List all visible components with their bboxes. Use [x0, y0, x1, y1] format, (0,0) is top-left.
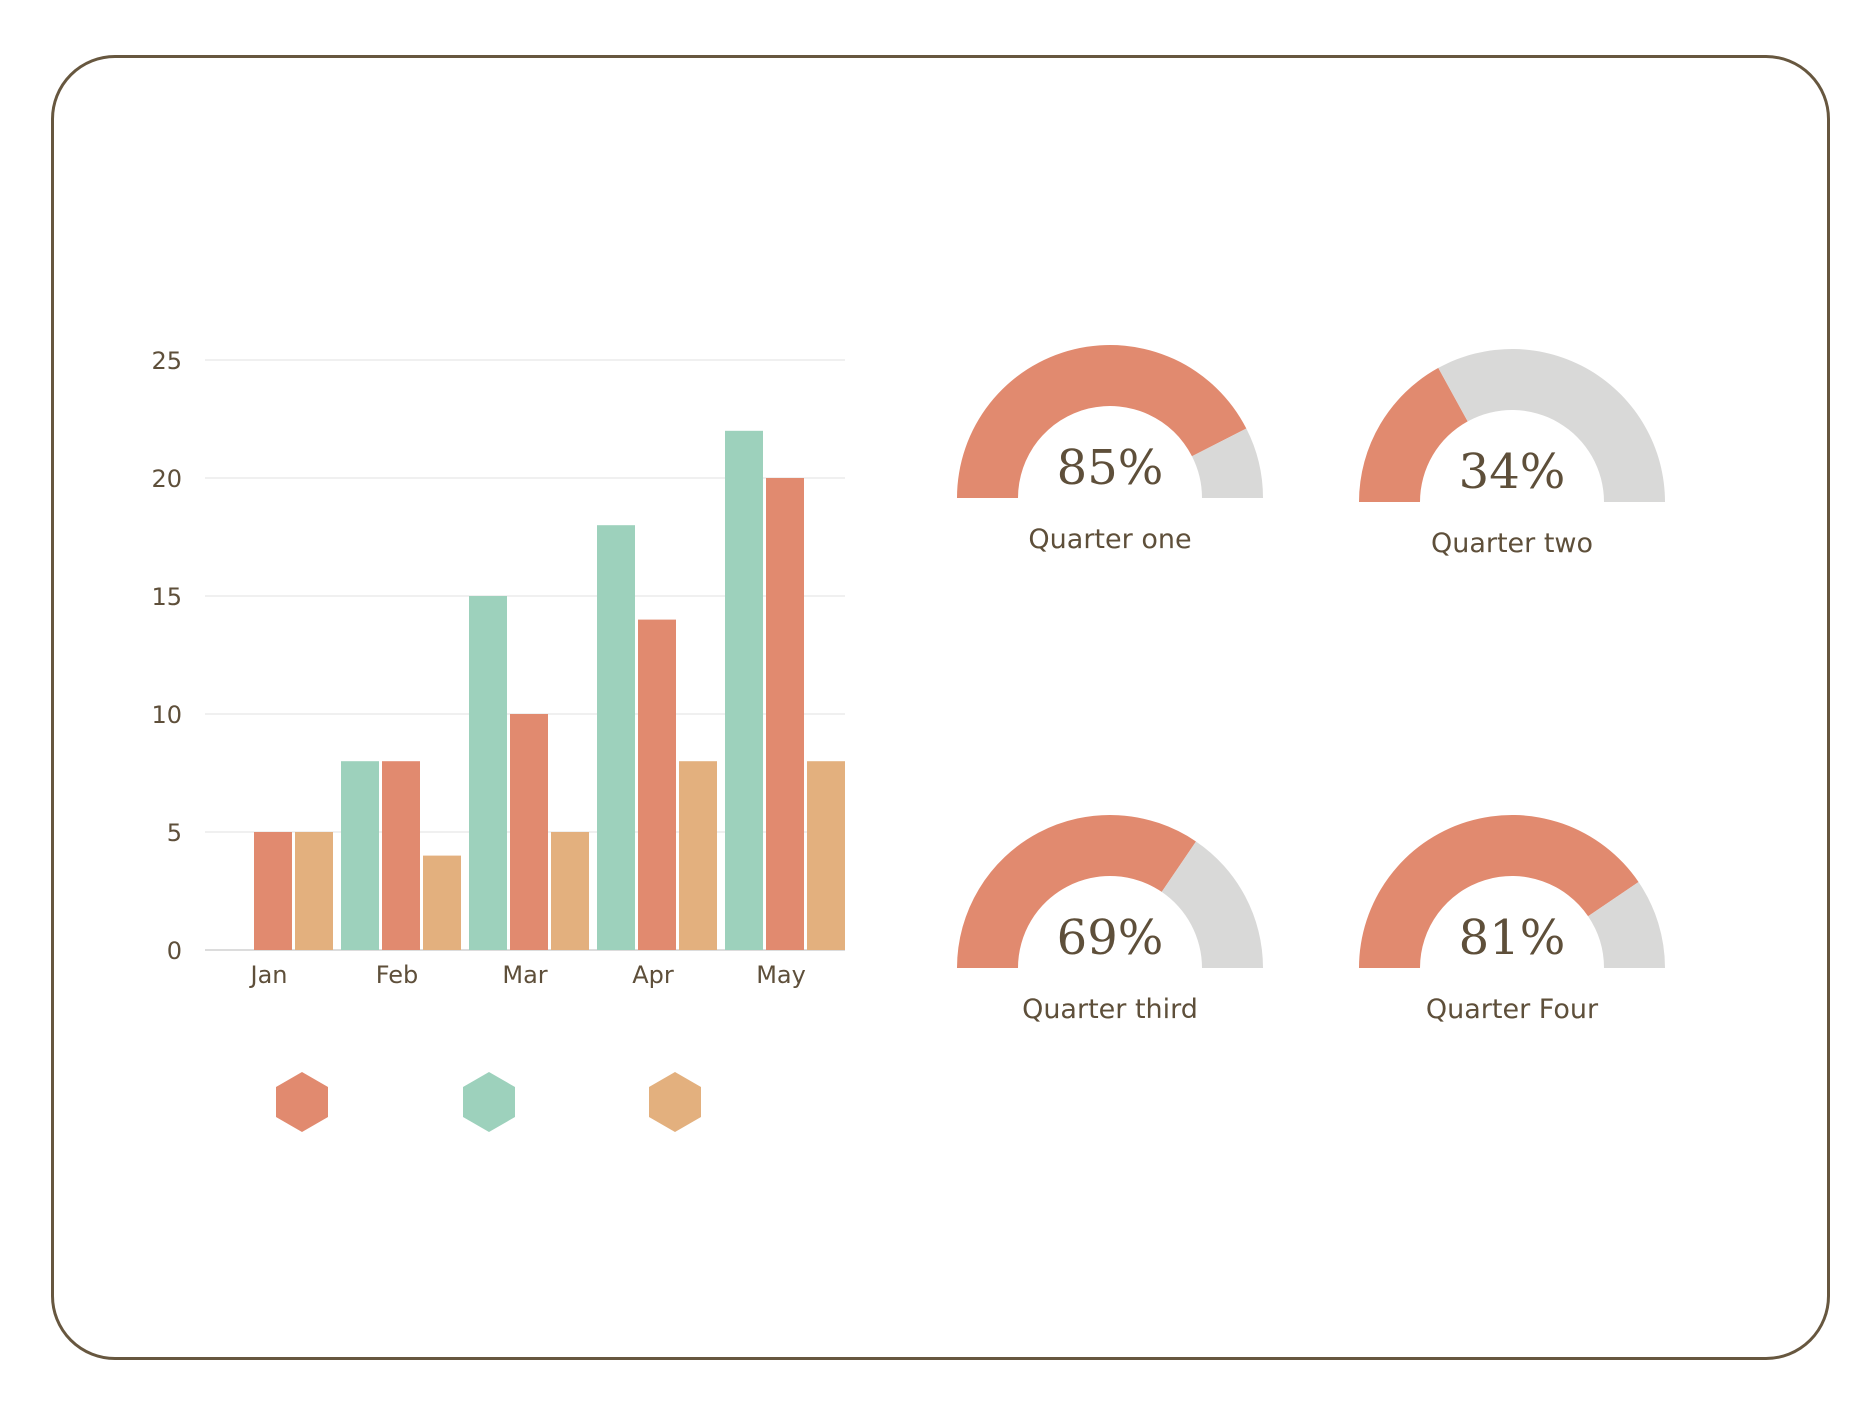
gauge-grid: 85% Quarter one 34% Quarter two 69% Quarter t…: [957, 345, 1665, 1025]
gauge-2-track-arc: [1438, 349, 1665, 502]
gauge-4-label: Quarter Four: [1426, 994, 1599, 1025]
bar-mar-series-3: [551, 832, 589, 950]
legend-hexagon-1: [276, 1072, 328, 1132]
bar-feb-series-2: [382, 761, 420, 950]
gauge-2-value-arc: [1359, 367, 1468, 502]
y-tick-label-15: 15: [151, 583, 182, 611]
gauge-quarter-1: 85% Quarter one: [957, 345, 1263, 555]
bar-jan-series-2: [254, 832, 292, 950]
gauge-1-value-arc: [957, 345, 1247, 498]
gauge-4-value: 81%: [1459, 910, 1566, 966]
y-tick-label-10: 10: [151, 701, 182, 729]
legend-hexagon-2: [463, 1072, 515, 1132]
gauge-3-track-arc: [1161, 841, 1263, 968]
y-tick-label-25: 25: [151, 347, 182, 375]
gauge-4-track-arc: [1588, 882, 1665, 968]
x-tick-label-feb: Feb: [376, 961, 419, 989]
gauge-2-label: Quarter two: [1431, 528, 1593, 559]
gauge-quarter-3: 69% Quarter third: [957, 815, 1263, 1025]
x-tick-label-apr: Apr: [632, 961, 674, 989]
bar-mar-series-1: [469, 596, 507, 950]
x-tick-label-may: May: [756, 961, 806, 989]
bar-chart-bars: [254, 430, 845, 950]
gauge-1-value: 85%: [1057, 440, 1164, 496]
bar-feb-series-1: [341, 761, 379, 950]
bar-may-series-3: [807, 761, 845, 950]
gauge-2-value: 34%: [1459, 444, 1566, 500]
bar-feb-series-3: [423, 855, 461, 950]
x-tick-label-mar: Mar: [502, 961, 547, 989]
bar-chart-legend: [276, 1072, 701, 1132]
bar-may-series-1: [725, 430, 763, 950]
y-tick-label-20: 20: [151, 465, 182, 493]
bar-jan-series-3: [295, 832, 333, 950]
legend-hexagon-3: [649, 1072, 701, 1132]
y-tick-label-0: 0: [167, 937, 182, 965]
gauge-3-value: 69%: [1057, 910, 1164, 966]
y-tick-label-5: 5: [167, 819, 182, 847]
gauge-1-label: Quarter one: [1028, 524, 1191, 555]
bar-chart: 0 5 10 15 20 25 Jan Feb Mar Apr May: [151, 347, 845, 1132]
bar-mar-series-2: [510, 714, 548, 950]
gauge-quarter-4: 81% Quarter Four: [1359, 815, 1665, 1025]
dashboard-frame: [51, 55, 1830, 1360]
bar-apr-series-2: [638, 619, 676, 950]
gauge-4-value-arc: [1359, 815, 1639, 968]
bar-chart-x-axis: Jan Feb Mar Apr May: [249, 961, 806, 989]
gauge-3-value-arc: [957, 815, 1196, 968]
bar-apr-series-1: [597, 525, 635, 950]
gauge-1-track-arc: [1191, 428, 1263, 498]
bar-may-series-2: [766, 478, 804, 950]
gauge-3-label: Quarter third: [1022, 994, 1198, 1025]
bar-chart-y-axis: 0 5 10 15 20 25: [151, 347, 182, 965]
gauge-quarter-2: 34% Quarter two: [1359, 349, 1665, 559]
bar-apr-series-3: [679, 761, 717, 950]
x-tick-label-jan: Jan: [249, 961, 288, 989]
